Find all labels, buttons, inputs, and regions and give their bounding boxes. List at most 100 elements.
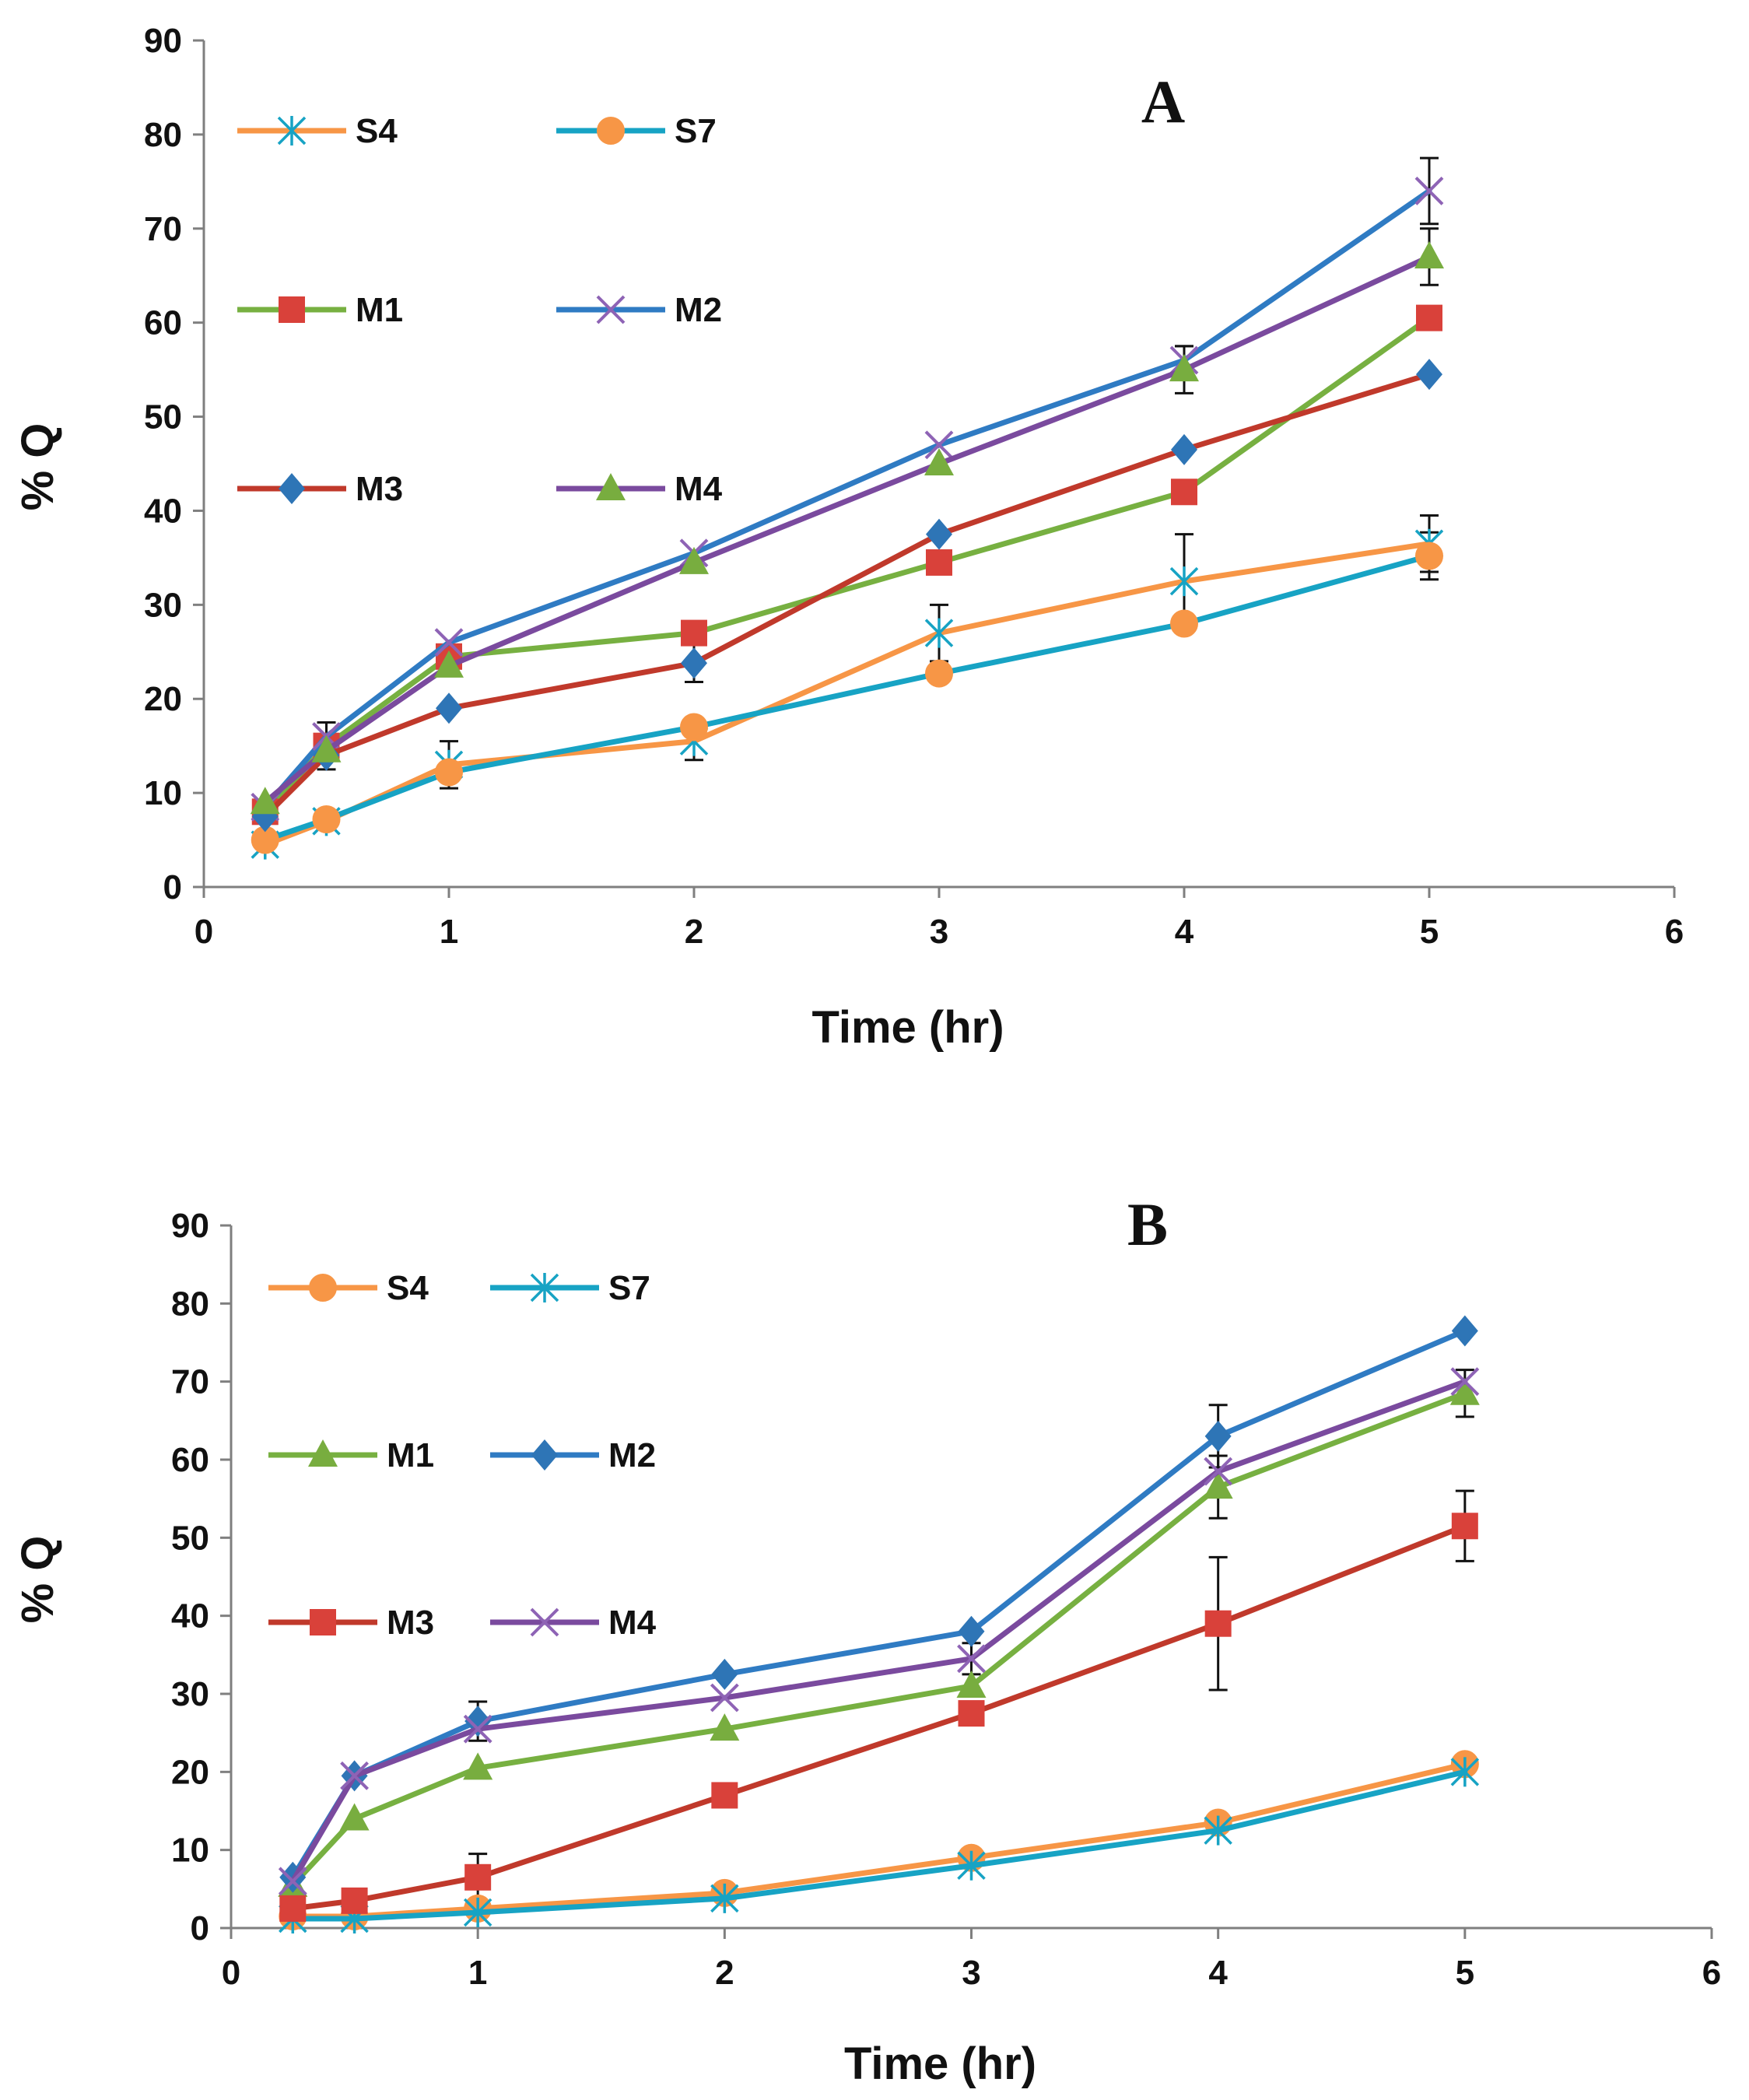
x-tick-label: 2 — [685, 913, 703, 951]
y-axis-title: % Q — [12, 1536, 63, 1624]
y-tick-label: 60 — [144, 304, 182, 342]
data-point-m4 — [679, 546, 709, 574]
y-tick-label: 50 — [144, 398, 182, 436]
legend-marker — [596, 295, 626, 324]
y-tick-label: 0 — [163, 868, 182, 906]
data-point-s7 — [957, 1850, 986, 1881]
y-tick-label: 50 — [171, 1519, 209, 1557]
chart-panel-a: 0 10 20 30 40 50 60 70 80 90 0 1 2 3 4 5 6 Time (hr) % Q A S… — [12, 22, 1684, 1053]
data-point-s7 — [1450, 1757, 1480, 1787]
data-point-m3 — [1171, 433, 1197, 465]
data-point-m3 — [1451, 1513, 1478, 1540]
y-tick-label: 70 — [171, 1363, 209, 1401]
legend-entry-s7: S7 — [556, 112, 717, 150]
data-point-m1 — [1449, 1377, 1480, 1405]
data-point-m1 — [956, 1670, 987, 1698]
legend-marker — [530, 1273, 559, 1302]
data-point-m3 — [436, 692, 462, 724]
data-point-m4 — [311, 734, 342, 763]
data-point-m4 — [340, 1761, 369, 1790]
y-tick-label: 80 — [144, 116, 182, 154]
data-point-m4-stroke — [1204, 1457, 1233, 1486]
legend-label: S7 — [608, 1269, 650, 1307]
data-point-m1 — [463, 1752, 493, 1780]
data-point-m4-stroke — [710, 1683, 739, 1713]
data-point-m3 — [1416, 359, 1442, 391]
y-tick-label: 90 — [144, 22, 182, 60]
data-point-m1 — [1416, 304, 1442, 331]
legend-label: S4 — [356, 112, 398, 150]
panel-label: B — [1127, 1190, 1168, 1258]
data-point-s7 — [1415, 542, 1443, 570]
data-point-m2 — [958, 1615, 985, 1647]
legend-entry-m2: M2 — [490, 1436, 656, 1474]
data-point-m3 — [958, 1700, 985, 1727]
data-point-m4-stroke — [340, 1761, 369, 1790]
legend-label: M2 — [608, 1436, 656, 1474]
data-point-m3 — [926, 518, 952, 550]
legend-marker — [310, 1609, 336, 1635]
data-point-s7 — [1170, 609, 1198, 638]
data-point-s7 — [680, 713, 708, 741]
data-point-s7 — [435, 758, 463, 787]
x-axis-title: Time (hr) — [811, 1002, 1004, 1053]
legend-label: S7 — [675, 112, 717, 150]
x-tick-label: 6 — [1665, 913, 1684, 951]
legend-marker — [531, 1439, 558, 1471]
y-tick-label: 20 — [171, 1753, 209, 1791]
data-point-s7 — [463, 1897, 492, 1927]
data-point-m2 — [434, 628, 464, 657]
x-tick-label: 1 — [440, 913, 458, 951]
x-tick-label: 1 — [468, 1954, 487, 1992]
x-tick-label: 5 — [1420, 913, 1439, 951]
data-point-s7 — [312, 805, 341, 833]
x-tick-label: 0 — [195, 913, 213, 951]
x-tick-label: 4 — [1208, 1954, 1228, 1992]
series-m4 — [250, 241, 1444, 815]
legend-label: M4 — [675, 470, 723, 508]
data-point-m2 — [1451, 1315, 1478, 1347]
data-point-s4 — [1169, 566, 1199, 597]
chart-panel-b: 0 10 20 30 40 50 60 70 80 90 0 1 2 3 4 5 6 Time (hr) % Q B S… — [12, 1190, 1721, 2089]
panel-label: A — [1141, 68, 1185, 135]
legend-entry-m3: M3 — [268, 1604, 434, 1642]
series-m1 — [278, 1377, 1480, 1897]
x-tick-label: 0 — [222, 1954, 240, 1992]
legend-marker — [596, 473, 626, 500]
legend-entry-s4: S4 — [268, 1269, 429, 1307]
data-point-m2 — [711, 1658, 738, 1690]
legend-label: M3 — [356, 470, 403, 508]
data-point-m1 — [681, 619, 707, 647]
y-tick-label: 30 — [144, 586, 182, 624]
data-point-m4 — [278, 1867, 307, 1896]
data-point-m4-stroke — [463, 1714, 492, 1744]
x-tick-label: 5 — [1456, 1954, 1474, 1992]
legend-marker — [279, 296, 305, 323]
data-point-m3 — [711, 1782, 738, 1809]
legend-entry-m1: M1 — [268, 1436, 434, 1474]
data-point-m4 — [1204, 1457, 1233, 1486]
data-point-m1 — [1171, 479, 1197, 506]
y-tick-label: 40 — [171, 1597, 209, 1635]
y-tick-label: 10 — [171, 1832, 209, 1870]
x-tick-label: 2 — [715, 1954, 734, 1992]
legend-marker — [309, 1274, 337, 1302]
legend-label: M1 — [387, 1436, 434, 1474]
data-point-s7 — [925, 659, 953, 688]
y-tick-label: 0 — [191, 1909, 209, 1947]
y-tick-label: 10 — [144, 774, 182, 812]
legend-entry-m3: M3 — [237, 470, 403, 508]
data-point-m1 — [1203, 1471, 1233, 1499]
data-point-m2-stroke — [924, 430, 954, 460]
legend-marker — [597, 117, 625, 145]
data-point-m4-stroke — [278, 1867, 307, 1896]
legend-entry-s7: S7 — [490, 1269, 650, 1307]
data-point-m3 — [681, 647, 707, 679]
legend-marker-stroke — [530, 1607, 559, 1637]
data-point-m4 — [1169, 354, 1199, 382]
data-point-m2 — [1204, 1420, 1232, 1452]
x-tick-label: 3 — [962, 1954, 980, 1992]
data-point-m4 — [250, 787, 280, 815]
legend-entry-m4: M4 — [556, 470, 723, 508]
